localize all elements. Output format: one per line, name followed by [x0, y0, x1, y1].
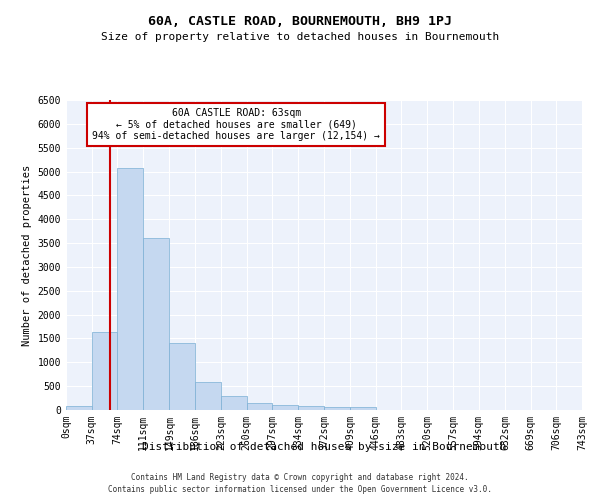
Bar [66, 406, 92, 410]
Bar [325, 407, 350, 410]
Text: 60A, CASTLE ROAD, BOURNEMOUTH, BH9 1PJ: 60A, CASTLE ROAD, BOURNEMOUTH, BH9 1PJ [148, 15, 452, 28]
Text: Contains public sector information licensed under the Open Government Licence v3: Contains public sector information licen… [108, 485, 492, 494]
Text: Contains HM Land Registry data © Crown copyright and database right 2024.: Contains HM Land Registry data © Crown c… [131, 472, 469, 482]
Bar [298, 406, 325, 410]
Bar [169, 343, 195, 410]
Y-axis label: Number of detached properties: Number of detached properties [22, 164, 32, 346]
Bar [221, 396, 247, 410]
Bar [92, 332, 118, 410]
Bar [272, 405, 298, 410]
Text: Distribution of detached houses by size in Bournemouth: Distribution of detached houses by size … [142, 442, 506, 452]
Bar [195, 382, 221, 410]
Bar [247, 403, 272, 410]
Text: Size of property relative to detached houses in Bournemouth: Size of property relative to detached ho… [101, 32, 499, 42]
Text: 60A CASTLE ROAD: 63sqm
← 5% of detached houses are smaller (649)
94% of semi-det: 60A CASTLE ROAD: 63sqm ← 5% of detached … [92, 108, 380, 141]
Bar [143, 238, 169, 410]
Bar [118, 168, 143, 410]
Bar [350, 407, 376, 410]
